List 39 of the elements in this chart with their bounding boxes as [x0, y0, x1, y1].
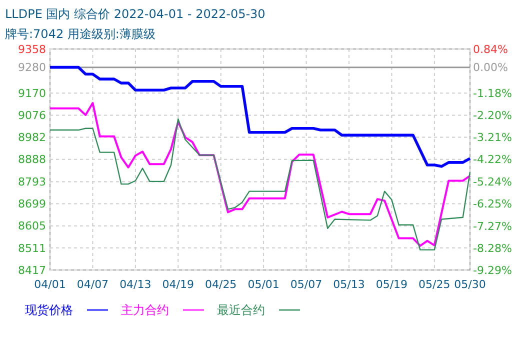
- x-tick-label: 05/07: [290, 278, 322, 291]
- y-tick-label: 9170: [18, 87, 46, 100]
- y2-tick-label: -2.20%: [473, 109, 512, 122]
- y2-tick-label: -6.25%: [473, 198, 512, 211]
- y-tick-label: 8699: [18, 198, 46, 211]
- y2-tick-label: -9.29%: [473, 264, 512, 277]
- y-tick-label: 8417: [18, 264, 46, 277]
- x-tick-label: 05/30: [454, 278, 486, 291]
- y2-tick-label: -1.18%: [473, 86, 512, 100]
- y-tick-label: 9280: [18, 61, 46, 74]
- x-tick-label: 04/25: [204, 278, 237, 291]
- y2-tick-label: 0.00%: [473, 61, 508, 74]
- x-tick-label: 05/25: [418, 278, 450, 291]
- line-series: [48, 66, 472, 168]
- y-tick-label: 8982: [18, 131, 46, 144]
- y2-tick-label: -8.28%: [473, 242, 512, 255]
- legend-label: 最近合约: [217, 303, 265, 318]
- y-tick-label: 8888: [18, 153, 46, 166]
- y-tick-label: 8793: [18, 176, 46, 189]
- y2-tick-label: -7.27%: [473, 220, 512, 233]
- y-tick-label: 9076: [18, 109, 46, 122]
- x-tick-label: 04/07: [76, 278, 109, 291]
- x-tick-label: 04/01: [34, 278, 66, 291]
- x-tick-label: 04/19: [162, 278, 194, 291]
- y-tick-label: 8605: [18, 220, 46, 233]
- y-tick-label: 9358: [18, 42, 46, 56]
- x-tick-label: 04/13: [120, 278, 152, 291]
- chart-title: LLDPE 国内 综合价 2022-04-01 - 2022-05-30: [5, 7, 266, 21]
- y-tick-label: 8511: [18, 242, 46, 255]
- legend-label: 主力合约: [121, 303, 169, 318]
- legend-label: 现货价格: [25, 303, 73, 318]
- y2-tick-label: 0.84%: [473, 42, 508, 56]
- y2-tick-label: -4.22%: [473, 153, 512, 166]
- x-tick-label: 05/19: [376, 278, 408, 291]
- y2-tick-label: -3.21%: [473, 131, 512, 144]
- chart-subtitle: 牌号:7042 用途级别:薄膜级: [5, 27, 156, 41]
- x-tick-label: 05/01: [248, 278, 280, 291]
- x-tick-label: 05/13: [333, 278, 365, 291]
- y2-tick-label: -5.24%: [473, 175, 512, 188]
